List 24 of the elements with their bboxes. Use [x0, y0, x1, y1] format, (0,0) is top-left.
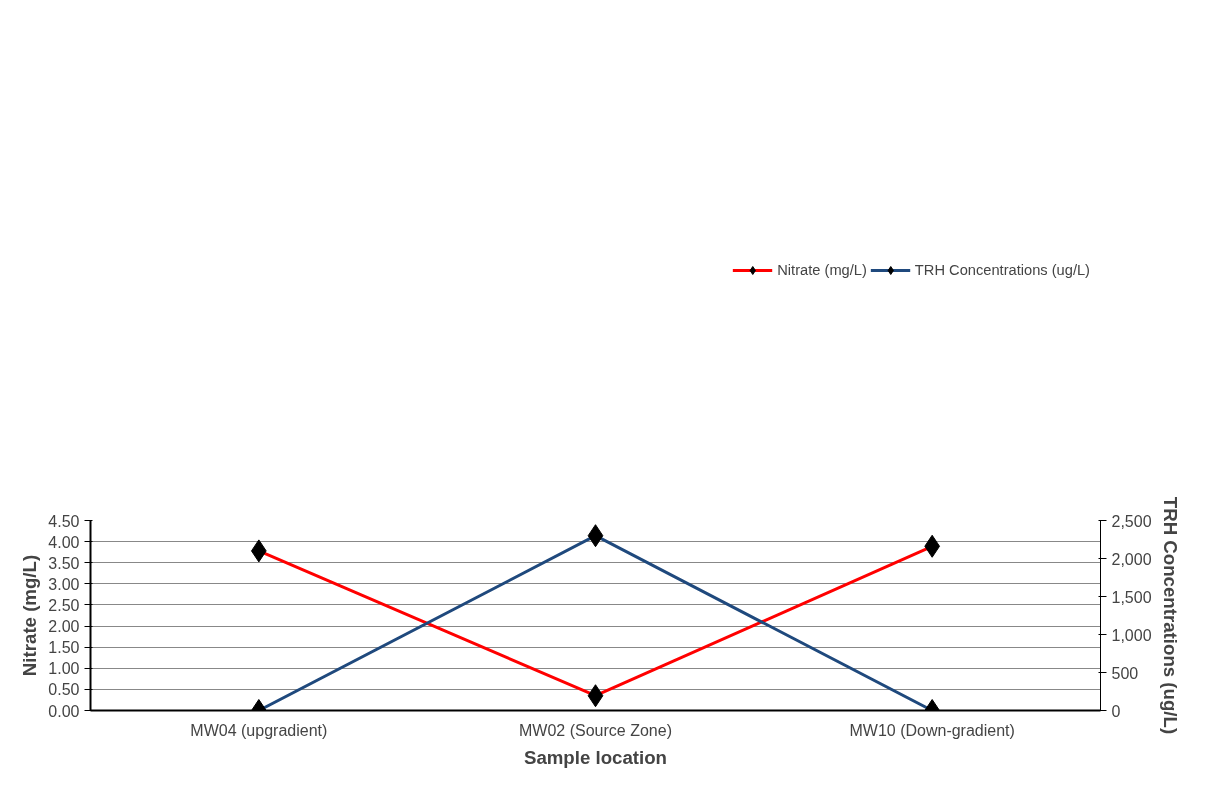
- y-tick-label: 0.00: [48, 702, 80, 720]
- y2-tick-label: 1,500: [1111, 588, 1152, 606]
- x-tick-label: MW10 (Down-gradient): [849, 721, 1015, 739]
- x-axis-title: Sample location: [523, 746, 668, 768]
- y-tick-label: 1.00: [48, 660, 80, 678]
- legend-label: TRH Concentrations (ug/L): [914, 262, 1090, 278]
- y-tick-label: 0.50: [48, 681, 80, 699]
- y2-tick-label: 1,000: [1111, 626, 1152, 644]
- y2-tick-label: 0: [1111, 702, 1121, 720]
- y2-tick-label: 2,500: [1111, 512, 1152, 530]
- y2-tick-label: 2,000: [1111, 550, 1152, 568]
- y-tick-label: 1.50: [48, 639, 80, 657]
- x-tick-label: MW02 (Source Zone): [519, 721, 672, 739]
- y2-tick-label: 500: [1111, 664, 1139, 682]
- y-axis-title: Nitrate (mg/L): [19, 554, 41, 677]
- y-tick-label: 4.50: [48, 512, 80, 530]
- x-tick-label: MW04 (upgradient): [190, 721, 328, 739]
- legend-label: Nitrate (mg/L): [777, 262, 867, 278]
- y-tick-label: 3.00: [48, 575, 80, 593]
- y-tick-label: 2.50: [48, 596, 80, 614]
- y2-axis-title: TRH Concentrations (ug/L): [1159, 496, 1181, 735]
- y-tick-label: 3.50: [48, 554, 80, 572]
- y-tick-label: 4.00: [48, 533, 80, 551]
- y-tick-label: 2.00: [48, 618, 80, 636]
